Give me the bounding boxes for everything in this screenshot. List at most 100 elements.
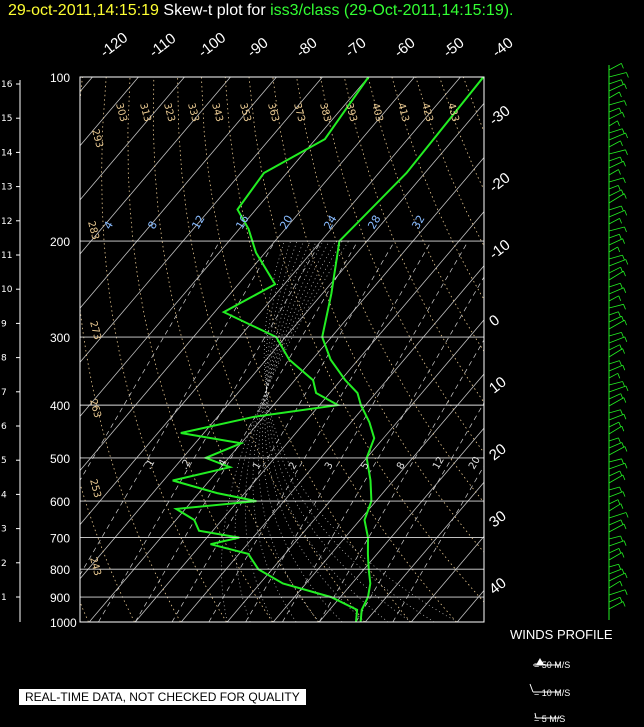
wind-barb	[608, 568, 623, 575]
wind-barb-flag	[623, 287, 627, 293]
wind-barb-flag	[618, 548, 622, 554]
dry-adiabat-line	[439, 77, 484, 191]
dry-adiabat-line	[367, 77, 484, 353]
height-tick-label: 2	[1, 559, 7, 569]
wind-barb-flag	[622, 238, 625, 244]
dry-adiabat-label: 243	[87, 556, 103, 577]
plot-frame	[79, 76, 485, 623]
top-temperature-label: -40	[489, 34, 517, 61]
right-temperature-label: 10	[486, 373, 510, 397]
dry-adiabat-label: 363	[265, 102, 281, 123]
moist-adiabat-line	[258, 240, 324, 622]
wind-legend-10-barb	[529, 683, 534, 693]
wind-barb	[608, 185, 619, 190]
wind-barb	[608, 91, 620, 99]
right-temperature-label: -20	[486, 169, 514, 196]
wind-barb-flag	[622, 381, 625, 387]
wind-barb-flag	[625, 385, 629, 392]
height-tick-label: 1	[1, 593, 7, 603]
height-tick-label: 9	[1, 319, 7, 329]
wind-barb-flag	[619, 597, 623, 603]
dry-adiabat-line	[101, 77, 227, 622]
mixing-ratio-line	[245, 240, 469, 622]
pressure-tick-label: 500	[50, 452, 70, 466]
isotherm-line	[318, 427, 484, 622]
wind-barb-flag	[624, 226, 627, 233]
wind-barb	[608, 421, 620, 428]
dry-adiabat-line	[248, 77, 484, 603]
wind-barb	[608, 282, 621, 288]
height-tick-label: 7	[1, 388, 7, 398]
wind-barb	[608, 83, 625, 92]
wind-barb	[608, 319, 625, 330]
wind-barb-flag	[621, 205, 624, 212]
wind-barb	[608, 218, 620, 225]
wind-barb	[608, 193, 625, 204]
wind-barb-flag	[619, 470, 623, 477]
dry-adiabat-line	[272, 77, 484, 553]
wind-barb-flag	[624, 589, 628, 595]
height-tick-label: 16	[1, 80, 13, 90]
wind-barb-flag	[625, 149, 628, 155]
dry-adiabat-line	[127, 77, 273, 622]
wind-barb-flag	[620, 140, 623, 147]
wind-barb	[608, 128, 623, 134]
wind-barb-flag	[623, 414, 627, 420]
wind-barb	[608, 381, 623, 386]
wind-barb	[608, 210, 625, 218]
height-tick-label: 4	[1, 490, 7, 500]
dry-adiabat-label: 353	[237, 102, 253, 123]
wind-barb	[608, 442, 623, 449]
wind-barb	[608, 470, 621, 477]
isotherm-line	[549, 77, 644, 622]
wind-barb-flag	[619, 234, 622, 240]
mixing-ratio-line	[80, 240, 221, 481]
right-temperature-label: 0	[486, 312, 503, 331]
wind-barb	[608, 413, 625, 421]
isotherm-line	[80, 77, 277, 309]
winds-profile-title: WINDS PROFILE	[510, 627, 613, 642]
moist-adiabat-line	[244, 240, 337, 622]
dry-adiabat-line	[535, 77, 644, 622]
wind-barb	[608, 233, 620, 239]
dry-adiabat-label: 333	[185, 102, 201, 123]
wind-barb-flag	[623, 161, 626, 167]
pressure-tick-label: 300	[50, 331, 70, 345]
wind-barb-flag	[621, 568, 625, 575]
wind-barb	[608, 486, 620, 491]
wind-barb	[608, 246, 618, 253]
wind-barb-flag	[618, 295, 622, 301]
mixing-ratio-line	[392, 465, 484, 622]
dry-adiabat-line	[582, 77, 644, 622]
wind-barb-flag	[623, 523, 627, 530]
dry-adiabat-label: 283	[85, 220, 101, 241]
wind-barb-flag	[621, 552, 625, 558]
right-temperature-label: -10	[486, 236, 514, 263]
wind-barb	[608, 132, 626, 141]
wind-barb-flag	[619, 156, 623, 163]
dry-adiabat-line	[606, 77, 644, 622]
isotherm-line	[0, 77, 46, 622]
wind-barb	[608, 107, 620, 113]
dry-adiabat-line	[224, 77, 457, 622]
moist-adiabat-line	[265, 240, 435, 622]
lower-mixing-label: 5	[359, 460, 372, 471]
wind-barb-flag	[617, 499, 621, 505]
right-temperature-label: 20	[486, 440, 510, 464]
dry-adiabat-label: 393	[343, 102, 359, 123]
dry-adiabat-line	[630, 77, 644, 622]
wind-barb-flag	[621, 63, 624, 69]
wind-barb-flag	[624, 463, 628, 469]
height-tick-label: 13	[1, 183, 12, 193]
isotherm-line	[80, 77, 415, 472]
mixing-ratio-line	[282, 276, 484, 622]
top-temperature-label: -120	[97, 29, 131, 61]
lower-mixing-label: 2	[287, 460, 300, 471]
top-temperature-label: -110	[146, 30, 179, 61]
wind-legend-50-symbol	[536, 658, 544, 665]
wind-barb-flag	[619, 218, 622, 224]
wind-barb	[608, 458, 622, 463]
title-paren: (29-Oct-2011,14:15:19).	[343, 2, 514, 19]
wind-barb-flag	[621, 332, 624, 338]
wind-barb-flag	[619, 581, 623, 587]
